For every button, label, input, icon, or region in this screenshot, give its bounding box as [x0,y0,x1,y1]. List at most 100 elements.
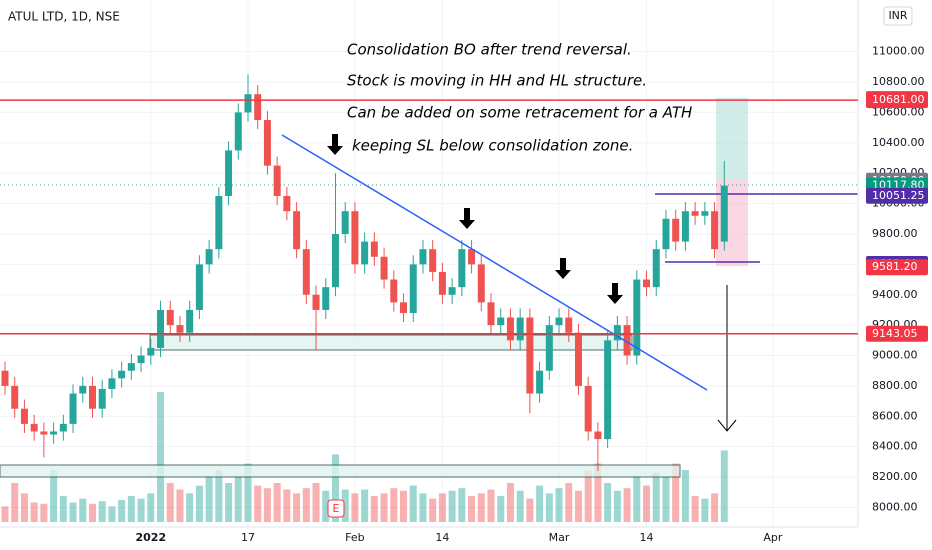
y-tick-label: 8400.00 [872,440,918,453]
candles [1,74,728,471]
candle-body [59,423,67,432]
volume-pane [1,392,728,522]
x-tick-label: 17 [241,531,255,544]
candle-body [516,317,524,341]
volume-bar [555,488,563,522]
volume-bar [341,489,349,522]
candle-body [118,370,126,379]
price-label-box [866,92,928,109]
candle-body [215,195,223,250]
candle-body [40,431,48,435]
event-marker[interactable]: E [333,502,340,515]
candle-body [361,241,369,265]
y-tick-label: 8600.00 [872,409,918,422]
candle-body [137,355,145,364]
volume-bar [545,493,553,522]
volume-bar [672,463,680,522]
price-label: 9581.20 [872,260,918,273]
candle-body [293,211,301,250]
volume-bar [50,470,58,522]
volume-bar [516,490,524,522]
volume-bar [351,493,359,522]
candle-body [623,325,631,356]
volume-bar [720,450,728,522]
candle-body [147,347,155,356]
candle-body [497,317,505,326]
x-tick-label: Apr [763,531,783,544]
candle-body [370,241,378,257]
volume-bar [176,489,184,522]
candle-body [643,279,651,288]
candle-body [681,211,689,242]
candle-body [1,370,9,386]
volume-bar [312,483,320,522]
currency-badge[interactable] [883,6,913,26]
candle-body [409,264,417,313]
candle-body [11,385,19,409]
arrows [327,134,623,304]
candle-body [390,279,398,303]
y-tick-label: 9800.00 [872,227,918,240]
candle-body [536,370,544,394]
currency[interactable]: INR [888,9,907,22]
volume-bar [623,488,631,522]
y-tick-label: 8200.00 [872,470,918,483]
candle-body [244,94,252,113]
volume-bar [468,496,476,522]
volume-bar [244,463,252,522]
y-tick-label: 10800.00 [872,75,925,88]
candle-body [438,271,446,295]
volume-bar [506,483,514,522]
volume-bar [283,489,291,522]
volume-bar [88,503,96,522]
volume-bar [691,496,699,522]
candle-body [555,317,563,326]
volume-bar [594,463,602,522]
candle-body [195,264,203,310]
candle-body [205,249,213,265]
volume-bar [147,493,155,522]
candle-body [574,332,582,386]
volume-bar [477,493,485,522]
volume-bar [662,476,670,522]
volume-bar [69,502,77,522]
y-tick-label: 8000.00 [872,500,918,513]
volume-bar [604,483,612,522]
candle-body [234,112,242,151]
annotation: Stock is moving in HH and HL structure. [347,72,647,90]
volume-bar [40,503,48,522]
candle-body [322,287,330,310]
volume-bar [20,493,28,522]
y-tick-label: 9000.00 [872,349,918,362]
x-tick-label: 14 [640,531,654,544]
candle-body [633,279,641,356]
candle-body [594,431,602,440]
candle-body [273,165,281,196]
candle-body [98,388,106,409]
volume-bar [400,490,408,522]
volume-bar [429,498,437,522]
y-tick-label: 10400.00 [872,136,925,149]
x-tick-label: 2022 [135,531,166,544]
candle-body [468,249,476,265]
volume-bar [273,483,281,522]
volume-bar [643,485,651,522]
volume-bar [108,506,116,522]
volume-bar [536,485,544,522]
volume-bar [293,493,301,522]
price-label: 9143.05 [872,327,918,340]
volume-bar [448,490,456,522]
candle-body [672,218,680,242]
volume-bar [574,490,582,522]
down-arrow [555,258,571,279]
candle-body [604,340,612,440]
candle-body [711,211,719,250]
candle-body [351,211,359,265]
annotation: Consolidation BO after trend reversal. [347,41,632,59]
event-badge[interactable] [327,499,345,518]
candle-body [79,385,87,394]
annotation: Can be added on some retracement for a A… [347,104,692,122]
candle-body [448,287,456,295]
candle-body [565,317,573,333]
